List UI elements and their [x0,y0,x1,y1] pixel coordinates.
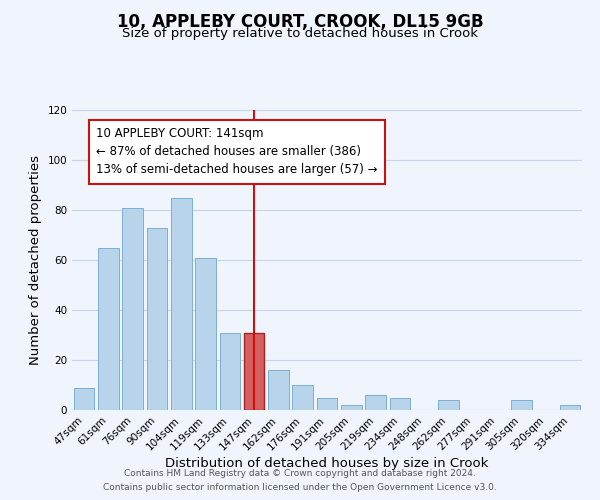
Bar [268,370,289,410]
Bar [511,400,532,410]
Bar [365,395,386,410]
Y-axis label: Number of detached properties: Number of detached properties [29,155,42,365]
Text: Contains public sector information licensed under the Open Government Licence v3: Contains public sector information licen… [103,484,497,492]
Bar [292,385,313,410]
Bar [220,332,240,410]
Bar [389,398,410,410]
Text: 10 APPLEBY COURT: 141sqm
← 87% of detached houses are smaller (386)
13% of semi-: 10 APPLEBY COURT: 141sqm ← 87% of detach… [96,128,378,176]
Bar [195,258,216,410]
X-axis label: Distribution of detached houses by size in Crook: Distribution of detached houses by size … [166,458,488,470]
Text: Size of property relative to detached houses in Crook: Size of property relative to detached ho… [122,28,478,40]
Text: Contains HM Land Registry data © Crown copyright and database right 2024.: Contains HM Land Registry data © Crown c… [124,468,476,477]
Bar [122,208,143,410]
Bar [438,400,459,410]
Bar [146,228,167,410]
Bar [244,332,265,410]
Text: 10, APPLEBY COURT, CROOK, DL15 9GB: 10, APPLEBY COURT, CROOK, DL15 9GB [116,12,484,30]
Bar [317,398,337,410]
Bar [74,388,94,410]
Bar [171,198,191,410]
Bar [560,405,580,410]
Bar [341,405,362,410]
Bar [98,248,119,410]
